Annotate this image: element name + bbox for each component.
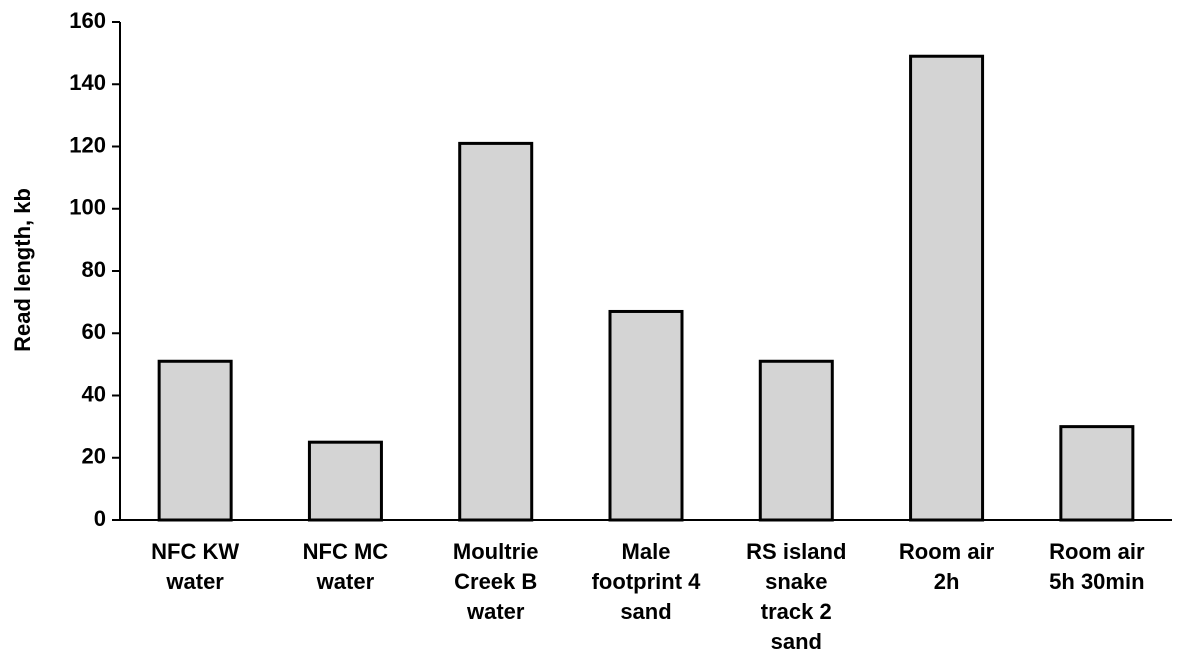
x-tick-label: Room air 2h	[899, 539, 995, 594]
bar	[758, 359, 834, 522]
bar	[157, 359, 233, 522]
x-tick-label: NFC KW water	[151, 539, 239, 594]
bar	[608, 309, 684, 522]
y-tick-label: 160	[69, 8, 106, 33]
bar	[307, 440, 383, 522]
y-tick-label: 40	[82, 381, 106, 406]
x-tick-label: Male footprint 4 sand	[592, 539, 702, 624]
bar	[909, 54, 985, 522]
y-tick-label: 0	[94, 506, 106, 531]
y-tick-label: 100	[69, 195, 106, 220]
x-tick-label: NFC MC water	[303, 539, 389, 594]
y-axis-label: Read length, kb	[10, 188, 35, 352]
y-tick-label: 80	[82, 257, 106, 282]
y-tick-label: 120	[69, 132, 106, 157]
y-tick-label: 140	[69, 70, 106, 95]
bar	[458, 141, 534, 522]
y-tick-label: 60	[82, 319, 106, 344]
x-tick-label: RS island snake track 2 sand	[746, 539, 846, 654]
x-tick-label: Room air 5h 30min	[1049, 539, 1145, 594]
bar	[1059, 425, 1135, 522]
y-tick-label: 20	[82, 444, 106, 469]
